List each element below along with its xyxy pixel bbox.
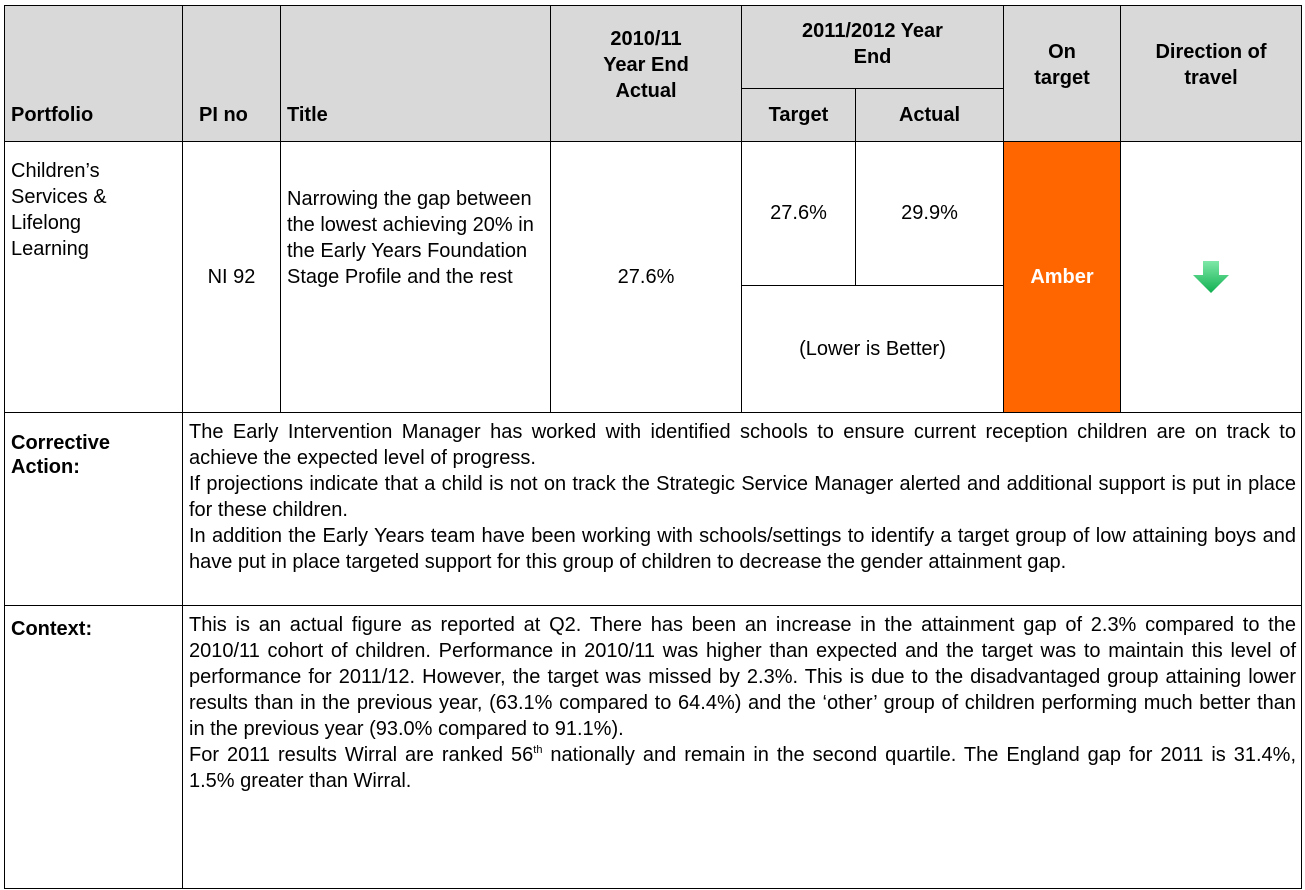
portfolio-cell: Children’s Services & Lifelong Learning	[4, 141, 183, 413]
prev-actual-cell: 27.6%	[550, 141, 742, 413]
header-text: Actual	[898, 103, 961, 126]
header-text: 2010/11 Year End Actual	[603, 28, 689, 102]
paragraph: The Early Intervention Manager has worke…	[189, 421, 1296, 469]
header-cell: Direction of travel	[1120, 5, 1302, 142]
actual: 29.9%	[901, 202, 958, 224]
header-text: Target	[768, 103, 829, 126]
portfolio: Children’s Services & Lifelong Learning	[11, 160, 107, 260]
header-cell: Title	[280, 5, 551, 142]
down-arrow-icon	[1193, 261, 1229, 293]
header-text: On target	[1034, 41, 1090, 89]
target-cell: 27.6%	[741, 141, 856, 286]
paragraph: For 2011 results Wirral are ranked 56th …	[189, 742, 1296, 794]
title-cell: Narrowing the gap between the lowest ach…	[280, 141, 551, 413]
prev-actual: 27.6%	[617, 265, 675, 288]
label-cell: Context:	[4, 605, 183, 889]
paragraph: If projections indicate that a child is …	[189, 473, 1296, 521]
text: nationally and remain in the second quar…	[189, 744, 1296, 792]
superscript: th	[533, 744, 543, 756]
paragraph: This is an actual figure as reported at …	[189, 614, 1296, 740]
header-text: Direction of travel	[1155, 41, 1267, 89]
label-cell: Corrective Action:	[4, 412, 183, 606]
label: Corrective Action:	[11, 432, 110, 478]
header-text: Title	[287, 104, 328, 126]
header-text: 2011/2012 Year End	[802, 20, 943, 68]
note: (Lower is Better)	[799, 337, 946, 360]
label: Context:	[11, 618, 93, 640]
pi-no: NI 92	[207, 265, 256, 288]
header-cell: Portfolio	[4, 5, 183, 142]
target: 27.6%	[770, 202, 827, 224]
header-cell: 2011/2012 Year End	[741, 5, 1004, 89]
corrective-cell: The Early Intervention Manager has worke…	[182, 412, 1302, 606]
status-cell: Amber	[1003, 141, 1121, 413]
note-cell: (Lower is Better)	[741, 285, 1004, 413]
context-cell: This is an actual figure as reported at …	[182, 605, 1302, 889]
header-cell: Actual	[855, 88, 1004, 142]
direction-cell	[1120, 141, 1302, 413]
header-cell: 2010/11 Year End Actual	[550, 5, 742, 142]
header-text: Portfolio	[11, 104, 94, 126]
text: For 2011 results Wirral are ranked 56	[189, 744, 534, 766]
header-cell: Target	[741, 88, 856, 142]
header-cell: PI no	[182, 5, 281, 142]
title: Narrowing the gap between the lowest ach…	[287, 188, 534, 288]
header-text: PI no	[199, 104, 248, 126]
actual-cell: 29.9%	[855, 141, 1004, 286]
paragraph: In addition the Early Years team have be…	[189, 525, 1296, 573]
header-cell: On target	[1003, 5, 1121, 142]
pi-cell: NI 92	[182, 141, 281, 413]
status: Amber	[1030, 265, 1094, 288]
